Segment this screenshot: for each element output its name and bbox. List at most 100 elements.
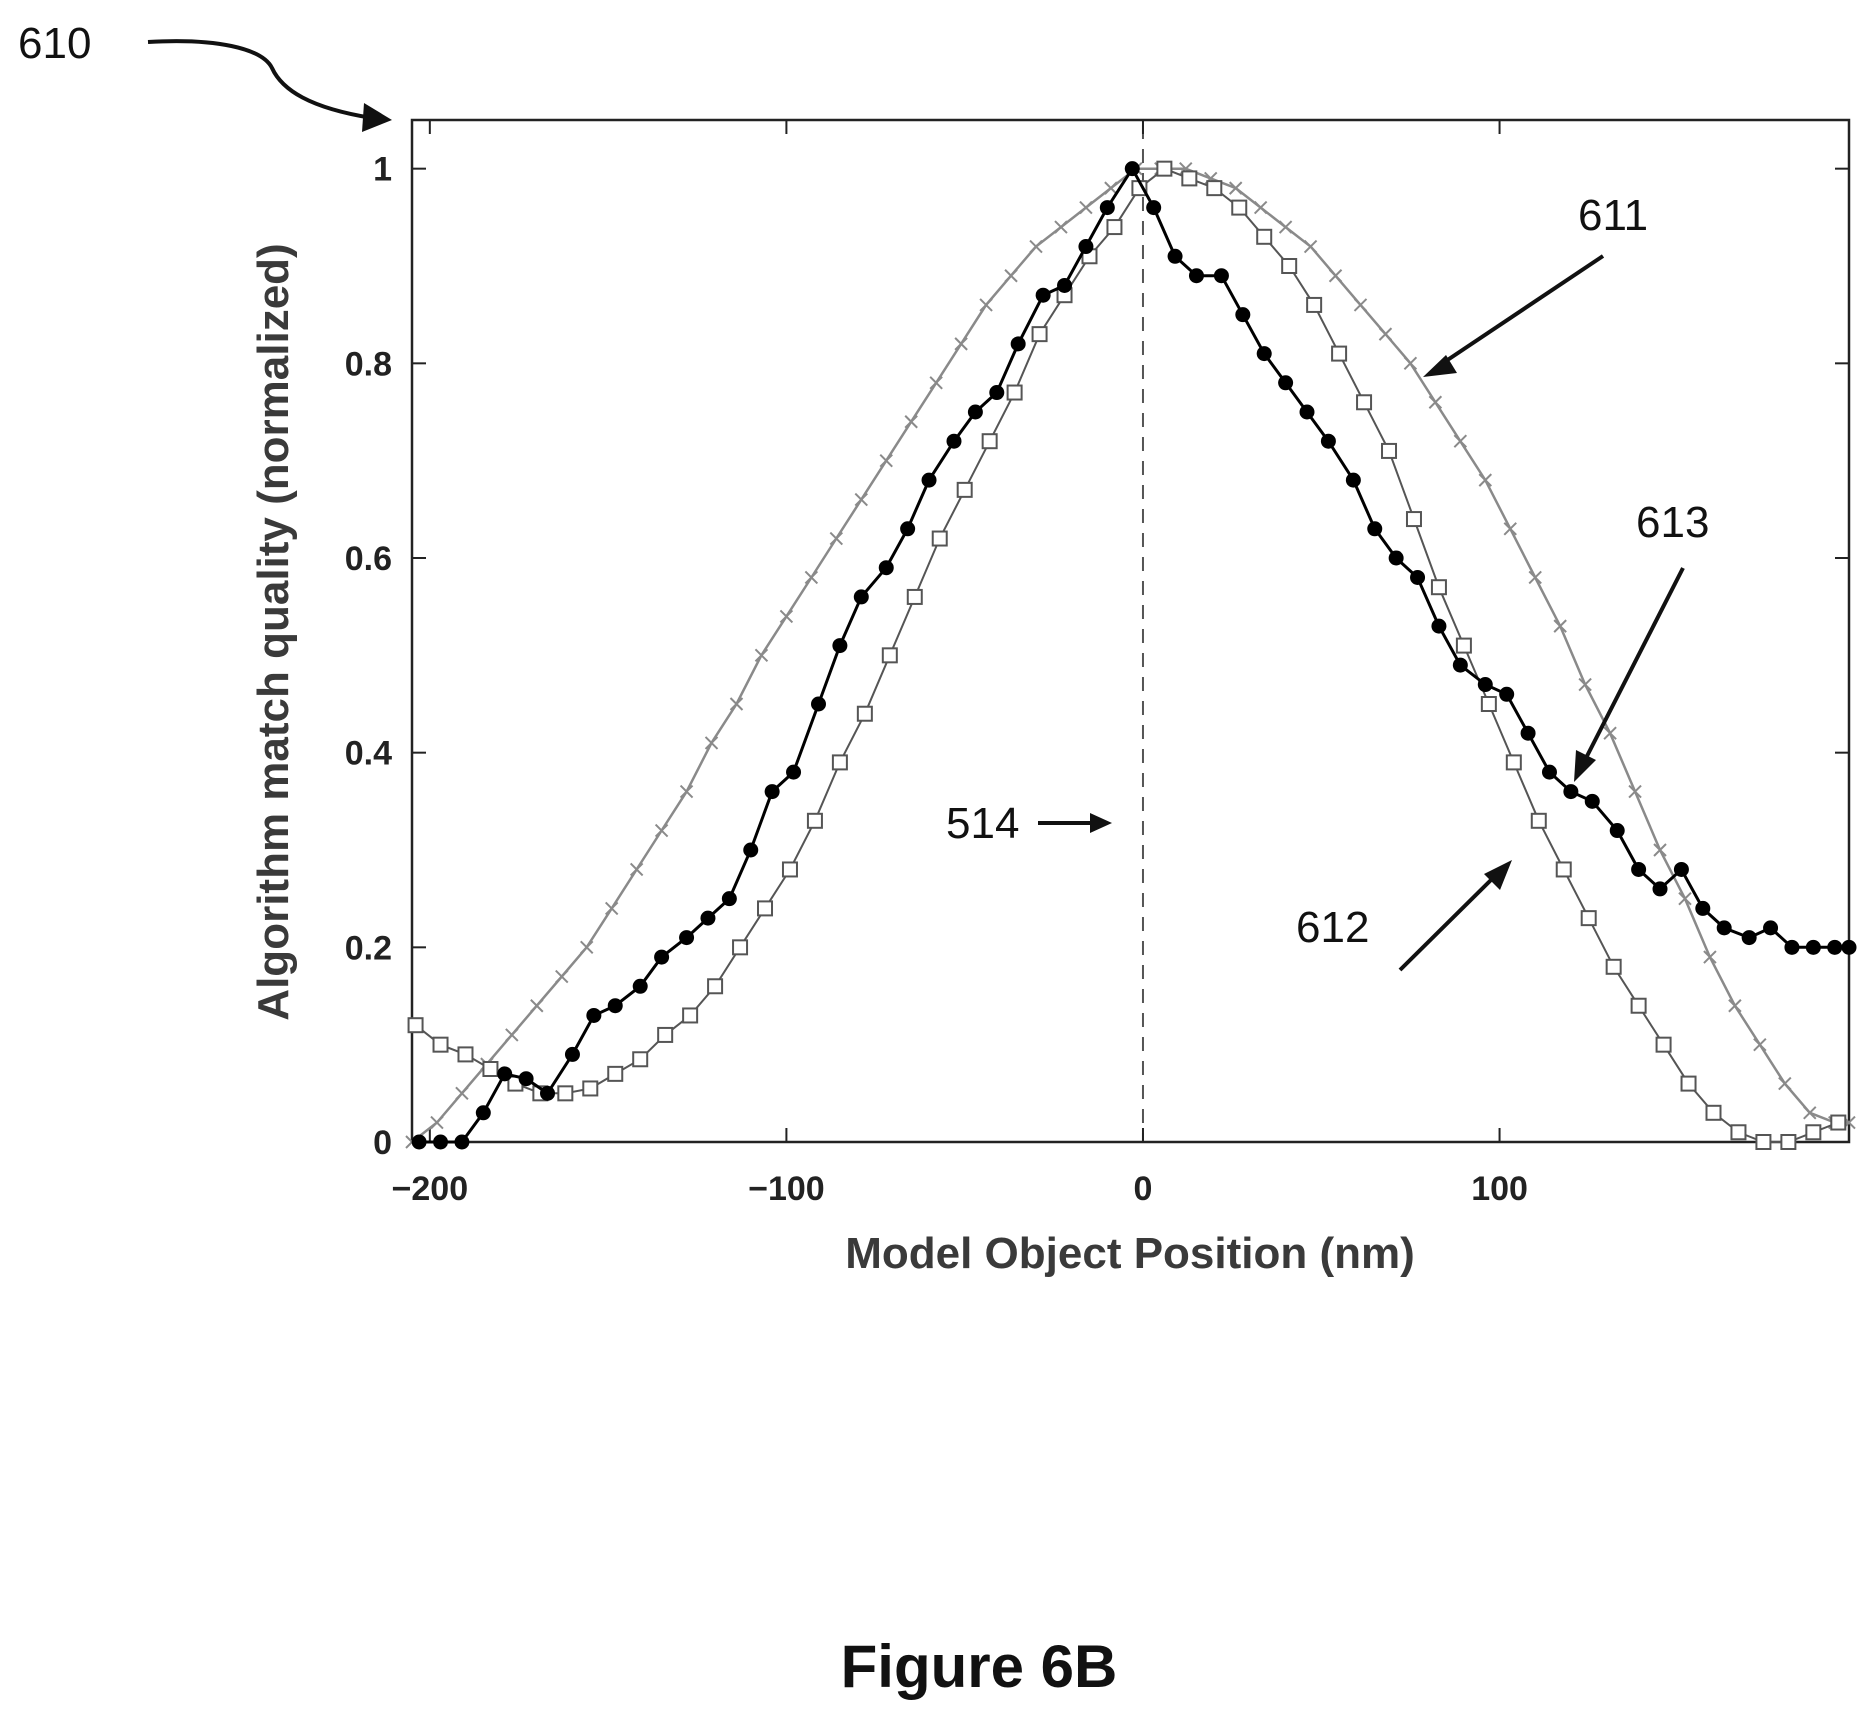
data-point-square xyxy=(1356,394,1373,411)
data-point-x xyxy=(1428,395,1443,409)
data-point-x xyxy=(1753,1037,1767,1052)
data-point-circle xyxy=(1805,939,1821,955)
data-point-square xyxy=(632,1051,649,1068)
data-point-circle xyxy=(1652,881,1668,897)
data-point-square xyxy=(732,939,749,956)
data-point-x xyxy=(1453,434,1468,448)
data-point-x xyxy=(1104,181,1118,195)
data-point-x xyxy=(1603,726,1617,740)
data-point-circle xyxy=(1410,569,1426,585)
data-point-x xyxy=(954,337,968,351)
data-point-x xyxy=(804,570,819,585)
data-point-circle xyxy=(1841,939,1857,955)
data-point-circle xyxy=(1213,268,1229,284)
data-point-circle xyxy=(721,891,737,907)
series-line xyxy=(414,167,1839,1143)
data-point-square xyxy=(1555,861,1572,878)
data-point-circle xyxy=(832,638,848,654)
data-point-square xyxy=(1156,160,1173,177)
x-tick-label: −200 xyxy=(392,1170,469,1208)
data-point-circle xyxy=(539,1085,555,1101)
y-axis-title: Algorithm match quality (normalized) xyxy=(249,243,298,1020)
axis-tick-labels: −200 −100 0 100 0 0.2 0.4 0.6 0.8 1 xyxy=(345,151,1528,1208)
data-point-circle xyxy=(878,560,894,576)
data-point-circle xyxy=(1256,346,1272,362)
data-point-square xyxy=(657,1026,674,1043)
data-point-circle xyxy=(1167,248,1183,264)
data-point-square xyxy=(557,1085,574,1102)
data-point-circle xyxy=(1763,920,1779,936)
data-point-circle xyxy=(1499,686,1515,702)
data-point-x xyxy=(1703,950,1717,964)
axis-ticks xyxy=(412,120,1849,1143)
data-point-x xyxy=(829,531,844,546)
x-axis-title: Model Object Position (nm) xyxy=(845,1229,1415,1278)
data-point-square xyxy=(1455,637,1472,654)
data-point-square xyxy=(1830,1114,1847,1131)
data-point-circle xyxy=(1452,657,1468,673)
data-point-square xyxy=(1705,1104,1722,1121)
ref-label-611: 611 xyxy=(1578,191,1648,240)
data-point-x xyxy=(1503,522,1517,536)
data-point-square xyxy=(757,900,774,917)
data-point-x xyxy=(505,1028,519,1042)
plot-frame xyxy=(410,118,1851,1144)
data-point-x xyxy=(1553,619,1567,633)
x-tick-label: −100 xyxy=(748,1170,825,1208)
data-point-circle xyxy=(900,521,916,537)
data-point-circle xyxy=(518,1071,534,1087)
data-point-circle xyxy=(853,589,869,605)
data-point-square xyxy=(1106,219,1123,236)
data-point-square xyxy=(831,754,848,771)
data-point-circle xyxy=(1099,200,1115,216)
data-point-x xyxy=(1378,327,1393,341)
data-point-x xyxy=(679,784,694,799)
data-point-square xyxy=(482,1061,499,1077)
data-point-x xyxy=(1478,473,1492,487)
data-point-x xyxy=(430,1115,444,1130)
data-point-circle xyxy=(1431,618,1447,634)
data-point-circle xyxy=(607,998,623,1014)
data-point-x xyxy=(779,609,794,624)
data-point-square xyxy=(582,1080,599,1097)
data-point-x xyxy=(1353,298,1368,312)
y-tick-label: 0.2 xyxy=(345,929,392,967)
y-tick-label: 0.6 xyxy=(345,540,392,578)
data-point-square xyxy=(1505,754,1522,771)
data-point-circle xyxy=(1299,404,1315,420)
data-point-square xyxy=(906,588,923,605)
data-point-x xyxy=(654,823,669,838)
data-point-square xyxy=(1780,1134,1797,1150)
series-line xyxy=(419,165,1849,1144)
data-point-square xyxy=(707,978,724,995)
data-point-x xyxy=(904,415,918,429)
data-point-x xyxy=(1228,181,1243,195)
data-point-x xyxy=(1578,677,1592,692)
data-point-square xyxy=(1730,1124,1747,1141)
data-point-square xyxy=(1755,1134,1772,1150)
data-point-square xyxy=(1256,228,1273,245)
series-filled-circle xyxy=(411,161,1857,1150)
data-point-circle xyxy=(1695,900,1711,916)
ref-arrow-612 xyxy=(1398,875,1496,972)
data-point-circle xyxy=(564,1046,580,1062)
data-point-x xyxy=(979,298,993,312)
data-point-circle xyxy=(989,385,1005,401)
data-point-square xyxy=(881,647,898,664)
data-point-circle xyxy=(1584,793,1600,809)
data-point-circle xyxy=(1035,287,1051,303)
data-point-x xyxy=(530,999,544,1013)
data-point-square xyxy=(457,1046,474,1063)
data-point-circle xyxy=(1673,861,1689,877)
data-point-circle xyxy=(1827,939,1843,955)
data-point-circle xyxy=(433,1134,449,1150)
data-point-x xyxy=(754,648,769,663)
data-point-x xyxy=(929,376,943,390)
ref-arrow-611 xyxy=(1438,254,1605,367)
data-point-circle xyxy=(1716,920,1732,936)
y-tick-label: 0 xyxy=(373,1124,392,1162)
data-point-x xyxy=(1678,891,1692,906)
series-layer xyxy=(405,160,1857,1150)
data-point-x xyxy=(1278,220,1293,234)
